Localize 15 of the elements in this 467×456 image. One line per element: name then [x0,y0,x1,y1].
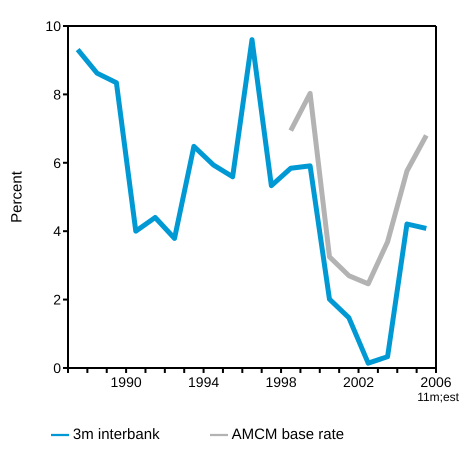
text: 11m;est [417,390,459,404]
y-axis-title: Percent [8,170,26,223]
legend-label: 3m interbank [72,426,160,443]
y-tick-label: 0 [53,360,62,376]
x-tick-label: 2006 [420,374,452,390]
x-tick-label: 2002 [342,374,374,390]
x-tick-label: 1998 [265,374,297,390]
y-tick-label: 10 [45,18,62,34]
y-tick-label: 4 [53,223,62,240]
legend-label: AMCM base rate [232,426,344,443]
y-tick-label: 2 [53,292,62,308]
y-tick-label: 6 [53,154,62,171]
y-tick-label: 8 [53,86,62,102]
x-tick-label: 1994 [188,374,220,390]
x-tick-label: 1990 [110,374,142,390]
